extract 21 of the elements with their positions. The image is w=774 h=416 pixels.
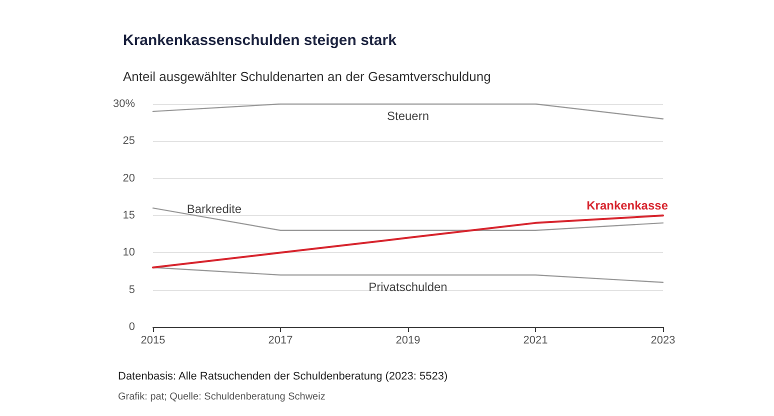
chart-subtitle: Anteil ausgewählter Schuldenarten an der Gesamtverschuldung	[123, 69, 491, 84]
y-tick-label: 20	[122, 172, 135, 184]
text: Datenbasis: Alle Ratsuchenden der Schuldenberatung (2023: 5523)	[118, 370, 448, 382]
line-series	[152, 214, 664, 269]
y-tick-label: 30%	[112, 98, 136, 110]
x-tick-label: 2019	[396, 334, 420, 346]
y-tick-label: 0	[128, 321, 135, 333]
series-label: Krankenkasse	[586, 198, 668, 213]
x-tick-label: 2017	[268, 334, 293, 346]
y-tick-label: 25	[122, 135, 135, 148]
series-label: Steuern	[386, 109, 430, 123]
x-tick-label: 2021	[523, 334, 548, 346]
x-tick-label: 2023	[650, 334, 676, 346]
y-tick-label: 10	[122, 246, 135, 259]
series-label: Privatschulden	[368, 280, 448, 294]
y-tick-label: 15	[122, 210, 135, 222]
chart-title: Krankenkassenschulden steigen stark	[123, 32, 398, 49]
series-label: Barkredite	[186, 202, 242, 216]
y-tick-label: 5	[128, 284, 135, 296]
x-tick-label: 2015	[140, 334, 166, 346]
text: Grafik: pat; Quelle: Schuldenberatung Schweiz	[118, 392, 326, 402]
